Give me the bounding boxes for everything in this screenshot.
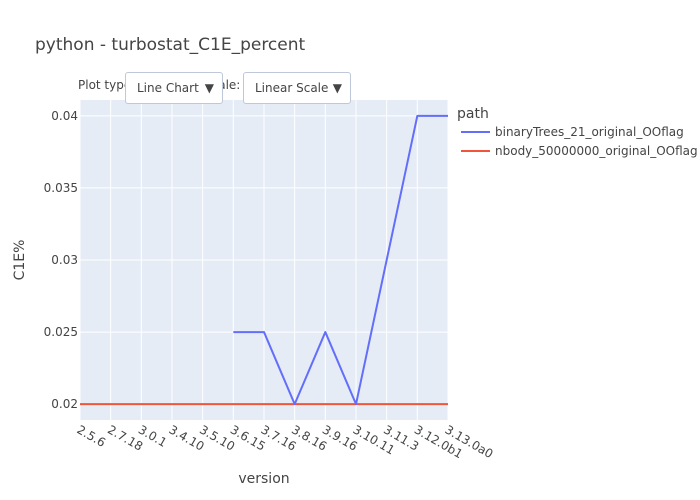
legend-item-label: nbody_50000000_original_OOflag xyxy=(495,144,698,158)
scale-value: Linear Scale xyxy=(255,81,329,95)
chart-title: python - turbostat_C1E_percent xyxy=(35,35,306,55)
y-tick-label: 0.04 xyxy=(51,109,78,123)
legend-item-label: binaryTrees_21_original_OOflag xyxy=(495,125,684,139)
legend-title: path xyxy=(457,106,489,122)
x-axis-ticks: 2.5.62.7.183.0.13.4.103.5.103.6.153.7.16… xyxy=(75,422,496,461)
plot-type-value: Line Chart xyxy=(137,81,199,95)
chevron-down-icon: ▼ xyxy=(332,81,342,95)
series-line xyxy=(233,114,448,406)
y-axis-title: C1E% xyxy=(12,240,28,281)
grid-lines xyxy=(79,100,449,420)
series-layer xyxy=(80,114,448,406)
x-axis-title: version xyxy=(238,471,289,487)
y-tick-label: 0.02 xyxy=(51,397,78,411)
x-tick-label: 2.5.6 xyxy=(75,422,108,449)
y-tick-label: 0.025 xyxy=(44,325,78,339)
plot-type-dropdown[interactable]: Line Chart ▼ xyxy=(125,72,223,104)
y-tick-label: 0.035 xyxy=(44,181,78,195)
chevron-down-icon: ▼ xyxy=(204,81,214,95)
y-tick-label: 0.03 xyxy=(51,253,78,267)
y-axis-ticks: 0.02 0.025 0.03 0.035 0.04 xyxy=(44,109,78,411)
plot-type-label: Plot type: xyxy=(78,78,136,92)
scale-dropdown[interactable]: Linear Scale ▼ xyxy=(243,72,351,104)
legend: path binaryTrees_21_original_OOflagnbody… xyxy=(457,106,698,158)
